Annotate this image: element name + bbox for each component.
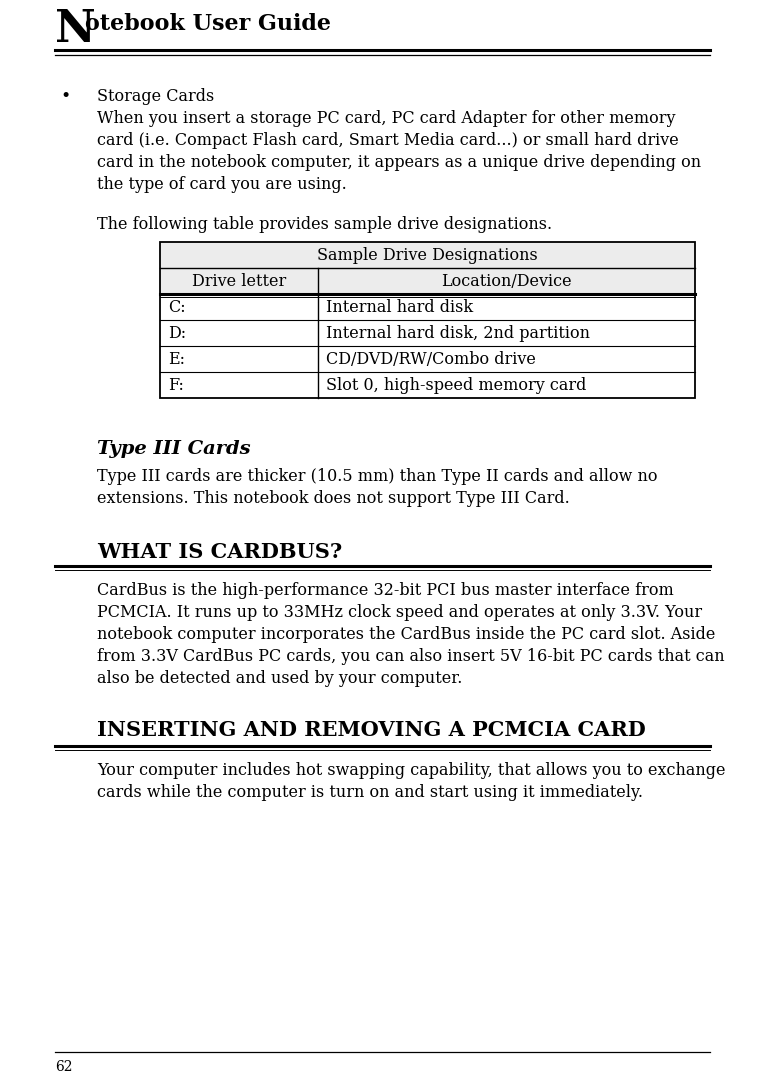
Text: also be detected and used by your computer.: also be detected and used by your comput… xyxy=(97,670,463,687)
Bar xyxy=(160,268,695,293)
Text: Storage Cards: Storage Cards xyxy=(97,88,215,105)
Text: CD/DVD/RW/Combo drive: CD/DVD/RW/Combo drive xyxy=(326,351,536,368)
Text: Location/Device: Location/Device xyxy=(441,273,572,289)
Text: PCMCIA. It runs up to 33MHz clock speed and operates at only 3.3V. Your: PCMCIA. It runs up to 33MHz clock speed … xyxy=(97,604,702,622)
Text: cards while the computer is turn on and start using it immediately.: cards while the computer is turn on and … xyxy=(97,784,643,801)
Text: D:: D: xyxy=(168,325,186,341)
Text: Type III cards are thicker (10.5 mm) than Type II cards and allow no: Type III cards are thicker (10.5 mm) tha… xyxy=(97,468,658,484)
Text: 62: 62 xyxy=(55,1060,72,1074)
Text: E:: E: xyxy=(168,351,185,368)
Text: from 3.3V CardBus PC cards, you can also insert 5V 16-bit PC cards that can: from 3.3V CardBus PC cards, you can also… xyxy=(97,648,724,665)
Text: Internal hard disk, 2nd partition: Internal hard disk, 2nd partition xyxy=(326,325,590,341)
Text: Internal hard disk: Internal hard disk xyxy=(326,299,473,315)
Text: card (i.e. Compact Flash card, Smart Media card...) or small hard drive: card (i.e. Compact Flash card, Smart Med… xyxy=(97,132,679,149)
Text: Type III Cards: Type III Cards xyxy=(97,440,250,457)
Text: Your computer includes hot swapping capability, that allows you to exchange: Your computer includes hot swapping capa… xyxy=(97,762,725,779)
Text: CardBus is the high-performance 32-bit PCI bus master interface from: CardBus is the high-performance 32-bit P… xyxy=(97,582,673,599)
Text: When you insert a storage PC card, PC card Adapter for other memory: When you insert a storage PC card, PC ca… xyxy=(97,110,676,127)
Text: F:: F: xyxy=(168,377,184,394)
Text: WHAT IS CARDBUS?: WHAT IS CARDBUS? xyxy=(97,542,342,562)
Text: Slot 0, high-speed memory card: Slot 0, high-speed memory card xyxy=(326,377,587,394)
Text: otebook User Guide: otebook User Guide xyxy=(85,13,331,35)
Text: extensions. This notebook does not support Type III Card.: extensions. This notebook does not suppo… xyxy=(97,490,570,507)
Text: N: N xyxy=(55,8,96,51)
Text: notebook computer incorporates the CardBus inside the PC card slot. Aside: notebook computer incorporates the CardB… xyxy=(97,626,715,643)
Text: the type of card you are using.: the type of card you are using. xyxy=(97,176,347,193)
Text: INSERTING AND REMOVING A PCMCIA CARD: INSERTING AND REMOVING A PCMCIA CARD xyxy=(97,720,646,740)
Text: card in the notebook computer, it appears as a unique drive depending on: card in the notebook computer, it appear… xyxy=(97,154,701,170)
Text: The following table provides sample drive designations.: The following table provides sample driv… xyxy=(97,216,552,233)
Text: C:: C: xyxy=(168,299,186,315)
Text: •: • xyxy=(60,88,70,105)
Text: Drive letter: Drive letter xyxy=(192,273,286,289)
Bar xyxy=(160,242,695,398)
Bar xyxy=(160,242,695,268)
Text: Sample Drive Designations: Sample Drive Designations xyxy=(317,246,538,263)
